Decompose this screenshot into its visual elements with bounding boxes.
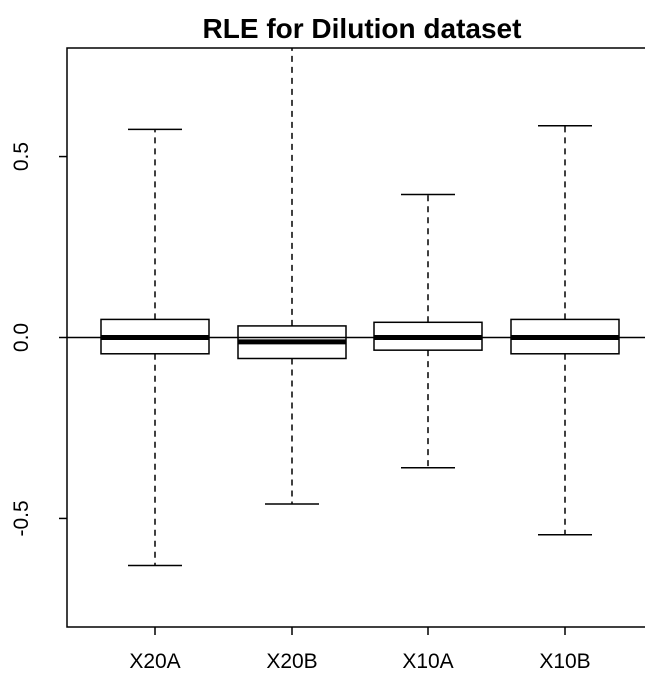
box-x10a	[373, 193, 483, 469]
x-tick-label: X10A	[402, 650, 453, 673]
x-axis: X20A X20B X10A X10B	[129, 627, 591, 673]
box-x20a	[100, 128, 210, 567]
y-tick-label: -0.5	[10, 500, 33, 536]
boxes-group	[100, 48, 620, 567]
chart-title: RLE for Dilution dataset	[203, 13, 522, 44]
x-tick-label: X20A	[129, 650, 180, 673]
y-axis: -0.5 0.0 0.5	[10, 142, 67, 537]
y-tick-label: 0.5	[10, 142, 33, 171]
y-tick-label: 0.0	[10, 323, 33, 352]
x-tick-label: X10B	[539, 650, 590, 673]
box-x10b	[510, 125, 620, 536]
box-x20b	[237, 48, 347, 505]
x-tick-label: X20B	[266, 650, 317, 673]
